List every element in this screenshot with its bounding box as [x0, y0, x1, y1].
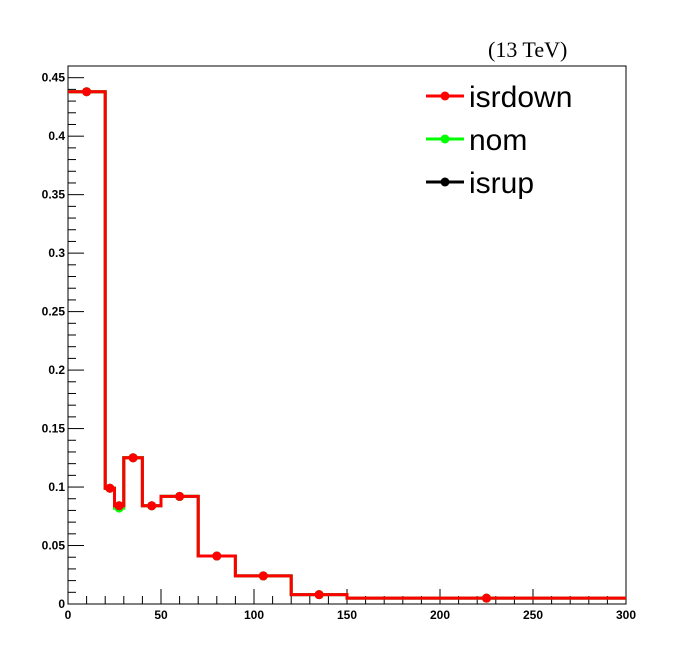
legend-marker-isrdown	[440, 91, 450, 101]
series-line-nom	[68, 90, 626, 600]
data-point-isrdown	[128, 453, 138, 463]
legend-label-isrdown: isrdown	[469, 81, 572, 114]
energy-label: (13 TeV)	[488, 37, 567, 62]
legend-label-isrup: isrup	[469, 167, 534, 200]
series-nom	[68, 87, 626, 603]
data-point-isrdown	[175, 491, 185, 501]
y-tick-label: 0.4	[48, 129, 65, 143]
y-tick-label: 0.45	[42, 71, 66, 85]
series-line-isrup	[68, 90, 626, 600]
legend: isrdown nom isrup	[426, 81, 572, 200]
legend-marker-isrup	[440, 177, 450, 187]
x-tick-label: 50	[154, 608, 168, 622]
data-point-isrdown	[114, 501, 124, 511]
plot-frame	[67, 65, 627, 605]
x-tick-label: 200	[430, 608, 450, 622]
y-tick-label: 0.15	[42, 422, 66, 436]
legend-item-isrdown: isrdown	[426, 81, 572, 114]
y-tick-label: 0.35	[42, 188, 66, 202]
data-point-isrdown	[212, 551, 222, 561]
legend-item-nom: nom	[426, 124, 527, 157]
data-point-isrdown	[482, 593, 491, 603]
legend-item-isrup: isrup	[426, 167, 534, 200]
axes: 0 50 100 150 200 250 300 0 0.05 0.1 0.15 0.2 0.25 0.3…	[42, 71, 637, 622]
series-layer	[68, 87, 626, 603]
x-tick-label: 250	[523, 608, 543, 622]
series-line-isrdown	[68, 90, 626, 600]
x-tick-label: 100	[244, 608, 264, 622]
y-tick-label: 0.2	[48, 363, 65, 377]
legend-label-nom: nom	[469, 124, 527, 157]
data-point-isrdown	[147, 501, 157, 511]
y-tick-label: 0.1	[48, 480, 65, 494]
data-point-isrdown	[105, 483, 115, 493]
series-isrdown	[68, 87, 626, 603]
series-isrup	[68, 87, 626, 603]
y-tick-label: 0.3	[48, 246, 65, 260]
y-tick-label: 0	[58, 597, 65, 611]
data-point-isrdown	[258, 571, 268, 581]
x-tick-label: 300	[616, 608, 636, 622]
y-tick-label: 0.25	[42, 305, 66, 319]
legend-marker-nom	[440, 134, 450, 144]
x-tick-label: 150	[337, 608, 357, 622]
y-tick-label: 0.05	[42, 539, 66, 553]
x-tick-label: 0	[65, 608, 72, 622]
data-point-isrdown	[82, 87, 92, 97]
data-point-isrdown	[314, 590, 324, 600]
